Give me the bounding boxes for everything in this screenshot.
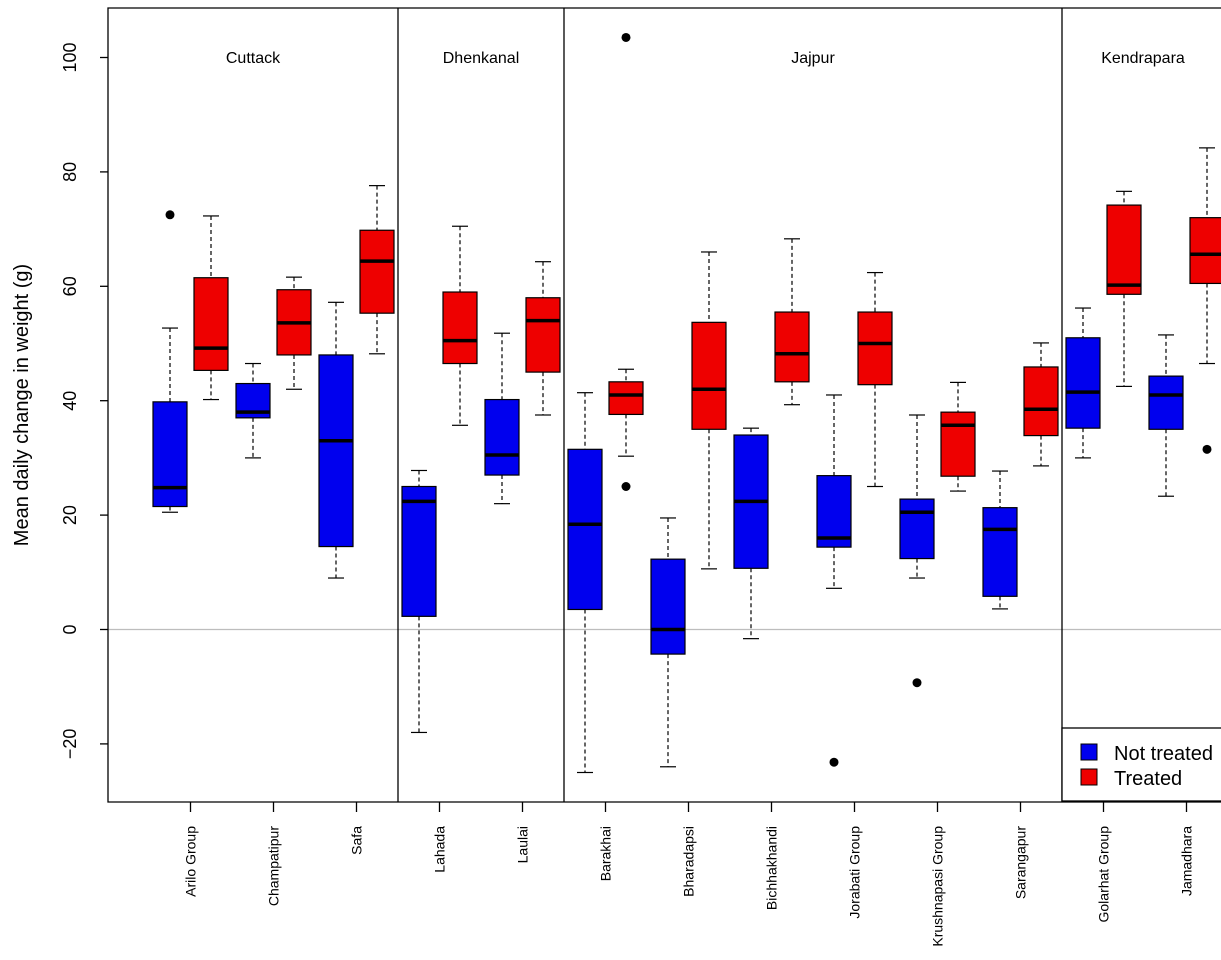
legend-label: Treated — [1114, 768, 1182, 790]
outlier-point — [912, 678, 922, 688]
box-not-treated — [235, 362, 271, 459]
y-tick-label: 100 — [60, 42, 80, 72]
category-label: Arilo Group — [183, 826, 199, 897]
box-treated — [691, 251, 727, 570]
box-body — [982, 507, 1018, 597]
box-body — [899, 498, 935, 560]
legend-swatch — [1080, 743, 1098, 761]
box-body — [567, 448, 603, 611]
box-not-treated — [1148, 334, 1184, 497]
category-label: Champatipur — [266, 826, 282, 906]
box-body — [484, 398, 520, 476]
box-treated — [1023, 342, 1059, 467]
legend-frame — [1061, 727, 1221, 802]
outlier-point — [829, 757, 839, 767]
box-body — [857, 311, 893, 386]
box-body — [1148, 375, 1184, 430]
box-body — [1065, 337, 1101, 429]
box-treated — [442, 225, 478, 426]
y-tick-label: 0 — [60, 624, 80, 634]
group-label: Dhenkanal — [443, 50, 520, 67]
box-not-treated — [1065, 307, 1101, 459]
box-not-treated — [650, 517, 686, 768]
category-label: Bharadapsi — [681, 826, 697, 897]
box-treated — [940, 381, 976, 492]
category-label: Jorabati Group — [847, 826, 863, 919]
legend: Not treated Treated — [1061, 727, 1221, 802]
category-label: Safa — [349, 826, 365, 855]
box-treated — [276, 276, 312, 390]
category-label: Bichhakhandi — [764, 826, 780, 910]
box-body — [359, 229, 395, 314]
box-body — [318, 354, 354, 548]
y-tick-label: 80 — [60, 162, 80, 182]
box-body — [774, 311, 810, 383]
box-body — [525, 297, 561, 373]
box-not-treated — [816, 394, 852, 767]
group-label: Kendrapara — [1101, 50, 1185, 67]
category-label: Golarhat Group — [1096, 826, 1112, 923]
category-label: Jamadhara — [1179, 826, 1195, 896]
category-label: Sarangapur — [1013, 826, 1029, 900]
box-not-treated — [899, 414, 935, 688]
y-tick-label: −20 — [60, 729, 80, 760]
box-not-treated — [567, 392, 603, 774]
box-body — [152, 401, 188, 508]
box-body — [401, 485, 437, 617]
box-treated — [1189, 147, 1221, 454]
box-body — [816, 475, 852, 548]
box-body — [1106, 204, 1142, 295]
box-body — [1189, 217, 1221, 285]
box-body — [442, 291, 478, 365]
outlier-point — [1202, 444, 1212, 454]
box-treated — [359, 185, 395, 355]
box-body — [940, 411, 976, 477]
category-label: Lahada — [432, 826, 448, 873]
box-not-treated — [401, 469, 437, 734]
category-label: Barakhai — [598, 826, 614, 881]
y-tick-label: 20 — [60, 505, 80, 525]
plot-frame — [107, 7, 1221, 803]
box-treated — [525, 261, 561, 416]
box-not-treated — [733, 427, 769, 640]
box-not-treated — [318, 301, 354, 579]
box-body — [193, 277, 229, 371]
box-treated — [193, 215, 229, 401]
box-body — [608, 381, 644, 416]
box-not-treated — [982, 470, 1018, 610]
box-treated — [608, 32, 644, 491]
box-not-treated — [152, 210, 188, 513]
box-not-treated — [484, 332, 520, 505]
legend-swatch — [1080, 768, 1098, 786]
outlier-point — [165, 210, 175, 220]
y-tick-label: 60 — [60, 276, 80, 296]
y-tick-label: 40 — [60, 391, 80, 411]
category-label: Krushnapasi Group — [930, 826, 946, 947]
group-label: Cuttack — [226, 50, 281, 67]
box-treated — [857, 271, 893, 488]
box-treated — [1106, 190, 1142, 387]
outlier-point — [621, 32, 631, 42]
box-body — [1023, 366, 1059, 437]
box-body — [650, 558, 686, 655]
category-label: Laulai — [515, 826, 531, 863]
y-axis-label: Mean daily change in weight (g) — [11, 264, 33, 546]
box-body — [691, 321, 727, 430]
legend-label: Not treated — [1114, 743, 1213, 765]
outlier-point — [621, 482, 631, 491]
box-treated — [774, 238, 810, 406]
group-label: Jajpur — [791, 50, 835, 67]
